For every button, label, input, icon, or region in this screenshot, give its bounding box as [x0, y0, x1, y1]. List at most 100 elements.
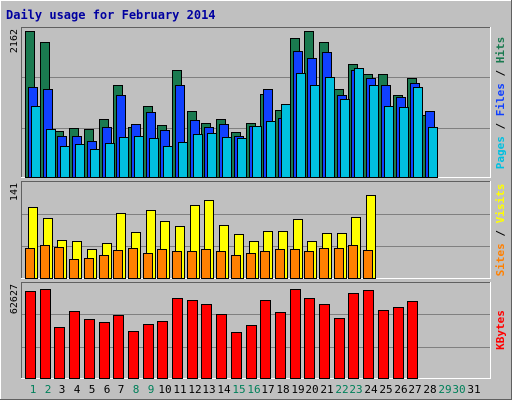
x-label-day-8: 8: [133, 383, 140, 396]
bar-kbytes-day-27: [407, 301, 418, 379]
bar-kbytes-day-2: [40, 289, 51, 379]
bar-sites-day-9: [143, 253, 153, 279]
legend: KBytes: [494, 310, 507, 350]
x-label-day-29: 29: [438, 383, 451, 396]
legend-separator: /: [494, 63, 507, 83]
x-label-day-24: 24: [364, 383, 378, 396]
bar-pages-day-22: [340, 99, 350, 178]
y-max-label: 62627: [9, 284, 20, 314]
x-label-day-10: 10: [158, 383, 171, 396]
x-label-day-26: 26: [394, 383, 407, 396]
x-label-day-5: 5: [89, 383, 96, 396]
legend-item-pages: Pages: [494, 136, 507, 169]
legend-item-files: Files: [494, 83, 507, 116]
bar-sites-day-17: [260, 251, 270, 279]
x-label-day-12: 12: [188, 383, 201, 396]
bar-kbytes-day-18: [275, 312, 286, 379]
bar-pages-day-20: [310, 85, 320, 178]
bar-sites-day-6: [99, 255, 109, 279]
bar-pages-day-18: [281, 104, 291, 178]
bar-sites-day-4: [69, 259, 79, 279]
bar-sites-day-21: [319, 248, 329, 279]
bar-kbytes-day-19: [290, 289, 301, 379]
legend-separator: /: [494, 223, 507, 243]
x-label-day-23: 23: [349, 383, 362, 396]
bar-pages-day-7: [119, 137, 129, 178]
bar-pages-day-4: [75, 144, 85, 178]
x-label-day-7: 7: [118, 383, 125, 396]
bar-pages-day-14: [222, 137, 232, 178]
bar-sites-day-11: [172, 251, 182, 279]
bar-sites-day-23: [348, 245, 358, 279]
bar-pages-day-6: [105, 143, 115, 178]
bars: [25, 31, 438, 379]
bar-pages-day-26: [399, 107, 409, 178]
bar-pages-day-27: [413, 87, 423, 178]
bar-pages-day-8: [134, 136, 144, 178]
bar-kbytes-day-11: [172, 298, 183, 379]
bar-pages-day-15: [237, 138, 247, 178]
bar-kbytes-day-6: [99, 322, 110, 379]
bar-kbytes-day-10: [157, 321, 168, 379]
x-label-day-20: 20: [305, 383, 318, 396]
legend-item-visits: Visits: [494, 184, 507, 224]
x-label-day-27: 27: [408, 383, 421, 396]
bar-kbytes-day-24: [363, 290, 374, 379]
bar-sites-day-3: [54, 247, 64, 279]
legend-item-kbytes: KBytes: [494, 310, 507, 350]
bar-kbytes-day-9: [143, 324, 154, 379]
x-label-day-17: 17: [261, 383, 274, 396]
legend: Pages / Files / Hits: [494, 37, 507, 170]
bar-sites-day-24: [363, 250, 373, 279]
x-label-day-15: 15: [232, 383, 245, 396]
bar-sites-day-18: [275, 249, 285, 279]
bar-pages-day-1: [31, 106, 41, 178]
bar-pages-day-17: [266, 121, 276, 178]
bar-pages-day-10: [163, 146, 173, 178]
x-label-day-2: 2: [45, 383, 52, 396]
x-label-day-13: 13: [202, 383, 215, 396]
chart-title: Daily usage for February 2014: [6, 8, 216, 22]
bar-pages-day-9: [149, 138, 159, 178]
x-label-day-19: 19: [291, 383, 304, 396]
bar-kbytes-day-13: [201, 304, 212, 379]
bar-sites-day-8: [128, 248, 138, 279]
x-label-day-6: 6: [104, 383, 111, 396]
x-label-day-31: 31: [467, 383, 480, 396]
x-label-day-18: 18: [276, 383, 289, 396]
x-label-day-1: 1: [30, 383, 37, 396]
x-label-day-28: 28: [423, 383, 436, 396]
bar-kbytes-day-20: [304, 298, 315, 379]
y-max-label: 2162: [9, 29, 20, 53]
bar-kbytes-day-3: [54, 327, 65, 379]
bar-sites-day-12: [187, 251, 197, 279]
x-label-day-14: 14: [217, 383, 231, 396]
legend-separator: /: [494, 116, 507, 136]
legend-item-sites: Sites: [494, 243, 507, 276]
bar-kbytes-day-25: [378, 310, 389, 379]
bar-pages-day-2: [46, 129, 56, 178]
bar-kbytes-day-8: [128, 331, 139, 379]
bar-kbytes-day-23: [348, 293, 359, 379]
legends: Pages / Files / Hits Sites / Visits KBytes: [494, 37, 507, 350]
x-label-day-9: 9: [148, 383, 155, 396]
bar-sites-day-22: [334, 248, 344, 279]
bar-kbytes-day-16: [246, 325, 257, 379]
x-label-day-3: 3: [59, 383, 66, 396]
bar-kbytes-day-14: [216, 314, 227, 379]
legend: Sites / Visits: [494, 184, 507, 277]
bar-sites-day-16: [246, 253, 256, 279]
bar-pages-day-21: [325, 77, 335, 178]
bar-pages-day-3: [60, 146, 70, 178]
y-max-labels: 2162 141 62627: [9, 29, 20, 314]
bar-pages-day-23: [354, 68, 364, 178]
bar-sites-day-14: [216, 251, 226, 279]
bar-sites-day-1: [25, 248, 35, 279]
bar-sites-day-20: [304, 251, 314, 279]
bar-pages-day-19: [296, 73, 306, 178]
bar-pages-day-24: [369, 85, 379, 178]
bar-pages-day-13: [207, 133, 217, 178]
y-max-label: 141: [9, 183, 20, 201]
bar-kbytes-day-12: [187, 300, 198, 379]
